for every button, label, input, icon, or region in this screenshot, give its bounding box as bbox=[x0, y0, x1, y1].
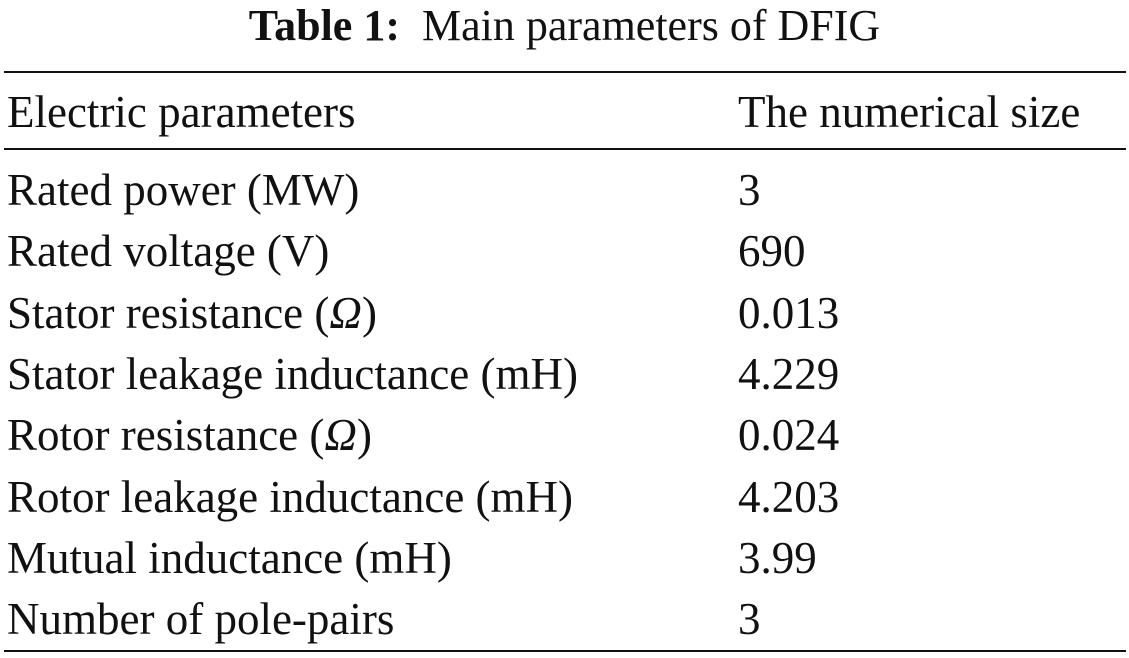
parameter-value: 0.024 bbox=[738, 410, 840, 461]
parameter-value: 3.99 bbox=[738, 532, 817, 583]
parameter-name: Number of pole-pairs bbox=[7, 594, 395, 645]
header-electric-parameters: Electric parameters bbox=[7, 87, 356, 137]
parameter-name: Rotor leakage inductance (mH) bbox=[7, 471, 574, 522]
header-row: Electric parameters The numerical size bbox=[0, 82, 1129, 142]
parameter-value: 4.203 bbox=[738, 471, 840, 522]
bottom-rule bbox=[4, 650, 1126, 652]
parameter-name: Rotor resistance (Ω) bbox=[7, 410, 372, 461]
header-rule bbox=[4, 148, 1126, 150]
table-row: Rotor leakage inductance (mH) 4.203 bbox=[0, 467, 1129, 527]
parameter-name: Stator resistance (Ω) bbox=[7, 287, 377, 338]
table-row: Rotor resistance (Ω) 0.024 bbox=[0, 405, 1129, 465]
parameter-name: Rated voltage (V) bbox=[7, 226, 330, 277]
parameter-name: Mutual inductance (mH) bbox=[7, 532, 452, 583]
parameter-value: 690 bbox=[738, 226, 806, 277]
table-caption: Table 1: Main parameters of DFIG bbox=[0, 0, 1129, 52]
header-numerical-size: The numerical size bbox=[738, 87, 1081, 137]
table-row: Number of pole-pairs 3 bbox=[0, 589, 1129, 649]
top-rule bbox=[4, 71, 1126, 73]
table-title: Main parameters of DFIG bbox=[421, 1, 881, 50]
parameter-value: 0.013 bbox=[738, 287, 840, 338]
table-row: Rated power (MW) 3 bbox=[0, 160, 1129, 220]
parameter-value: 3 bbox=[738, 594, 761, 645]
table-row: Mutual inductance (mH) 3.99 bbox=[0, 528, 1129, 588]
table-row: Stator resistance (Ω) 0.013 bbox=[0, 283, 1129, 343]
parameter-name: Rated power (MW) bbox=[7, 165, 360, 215]
parameter-name: Stator leakage inductance (mH) bbox=[7, 348, 579, 399]
parameter-value: 4.229 bbox=[738, 348, 840, 399]
table-row: Stator leakage inductance (mH) 4.229 bbox=[0, 344, 1129, 404]
table-row: Rated voltage (V) 690 bbox=[0, 221, 1129, 281]
parameter-value: 3 bbox=[738, 165, 761, 215]
table-label: Table 1: bbox=[248, 1, 400, 50]
